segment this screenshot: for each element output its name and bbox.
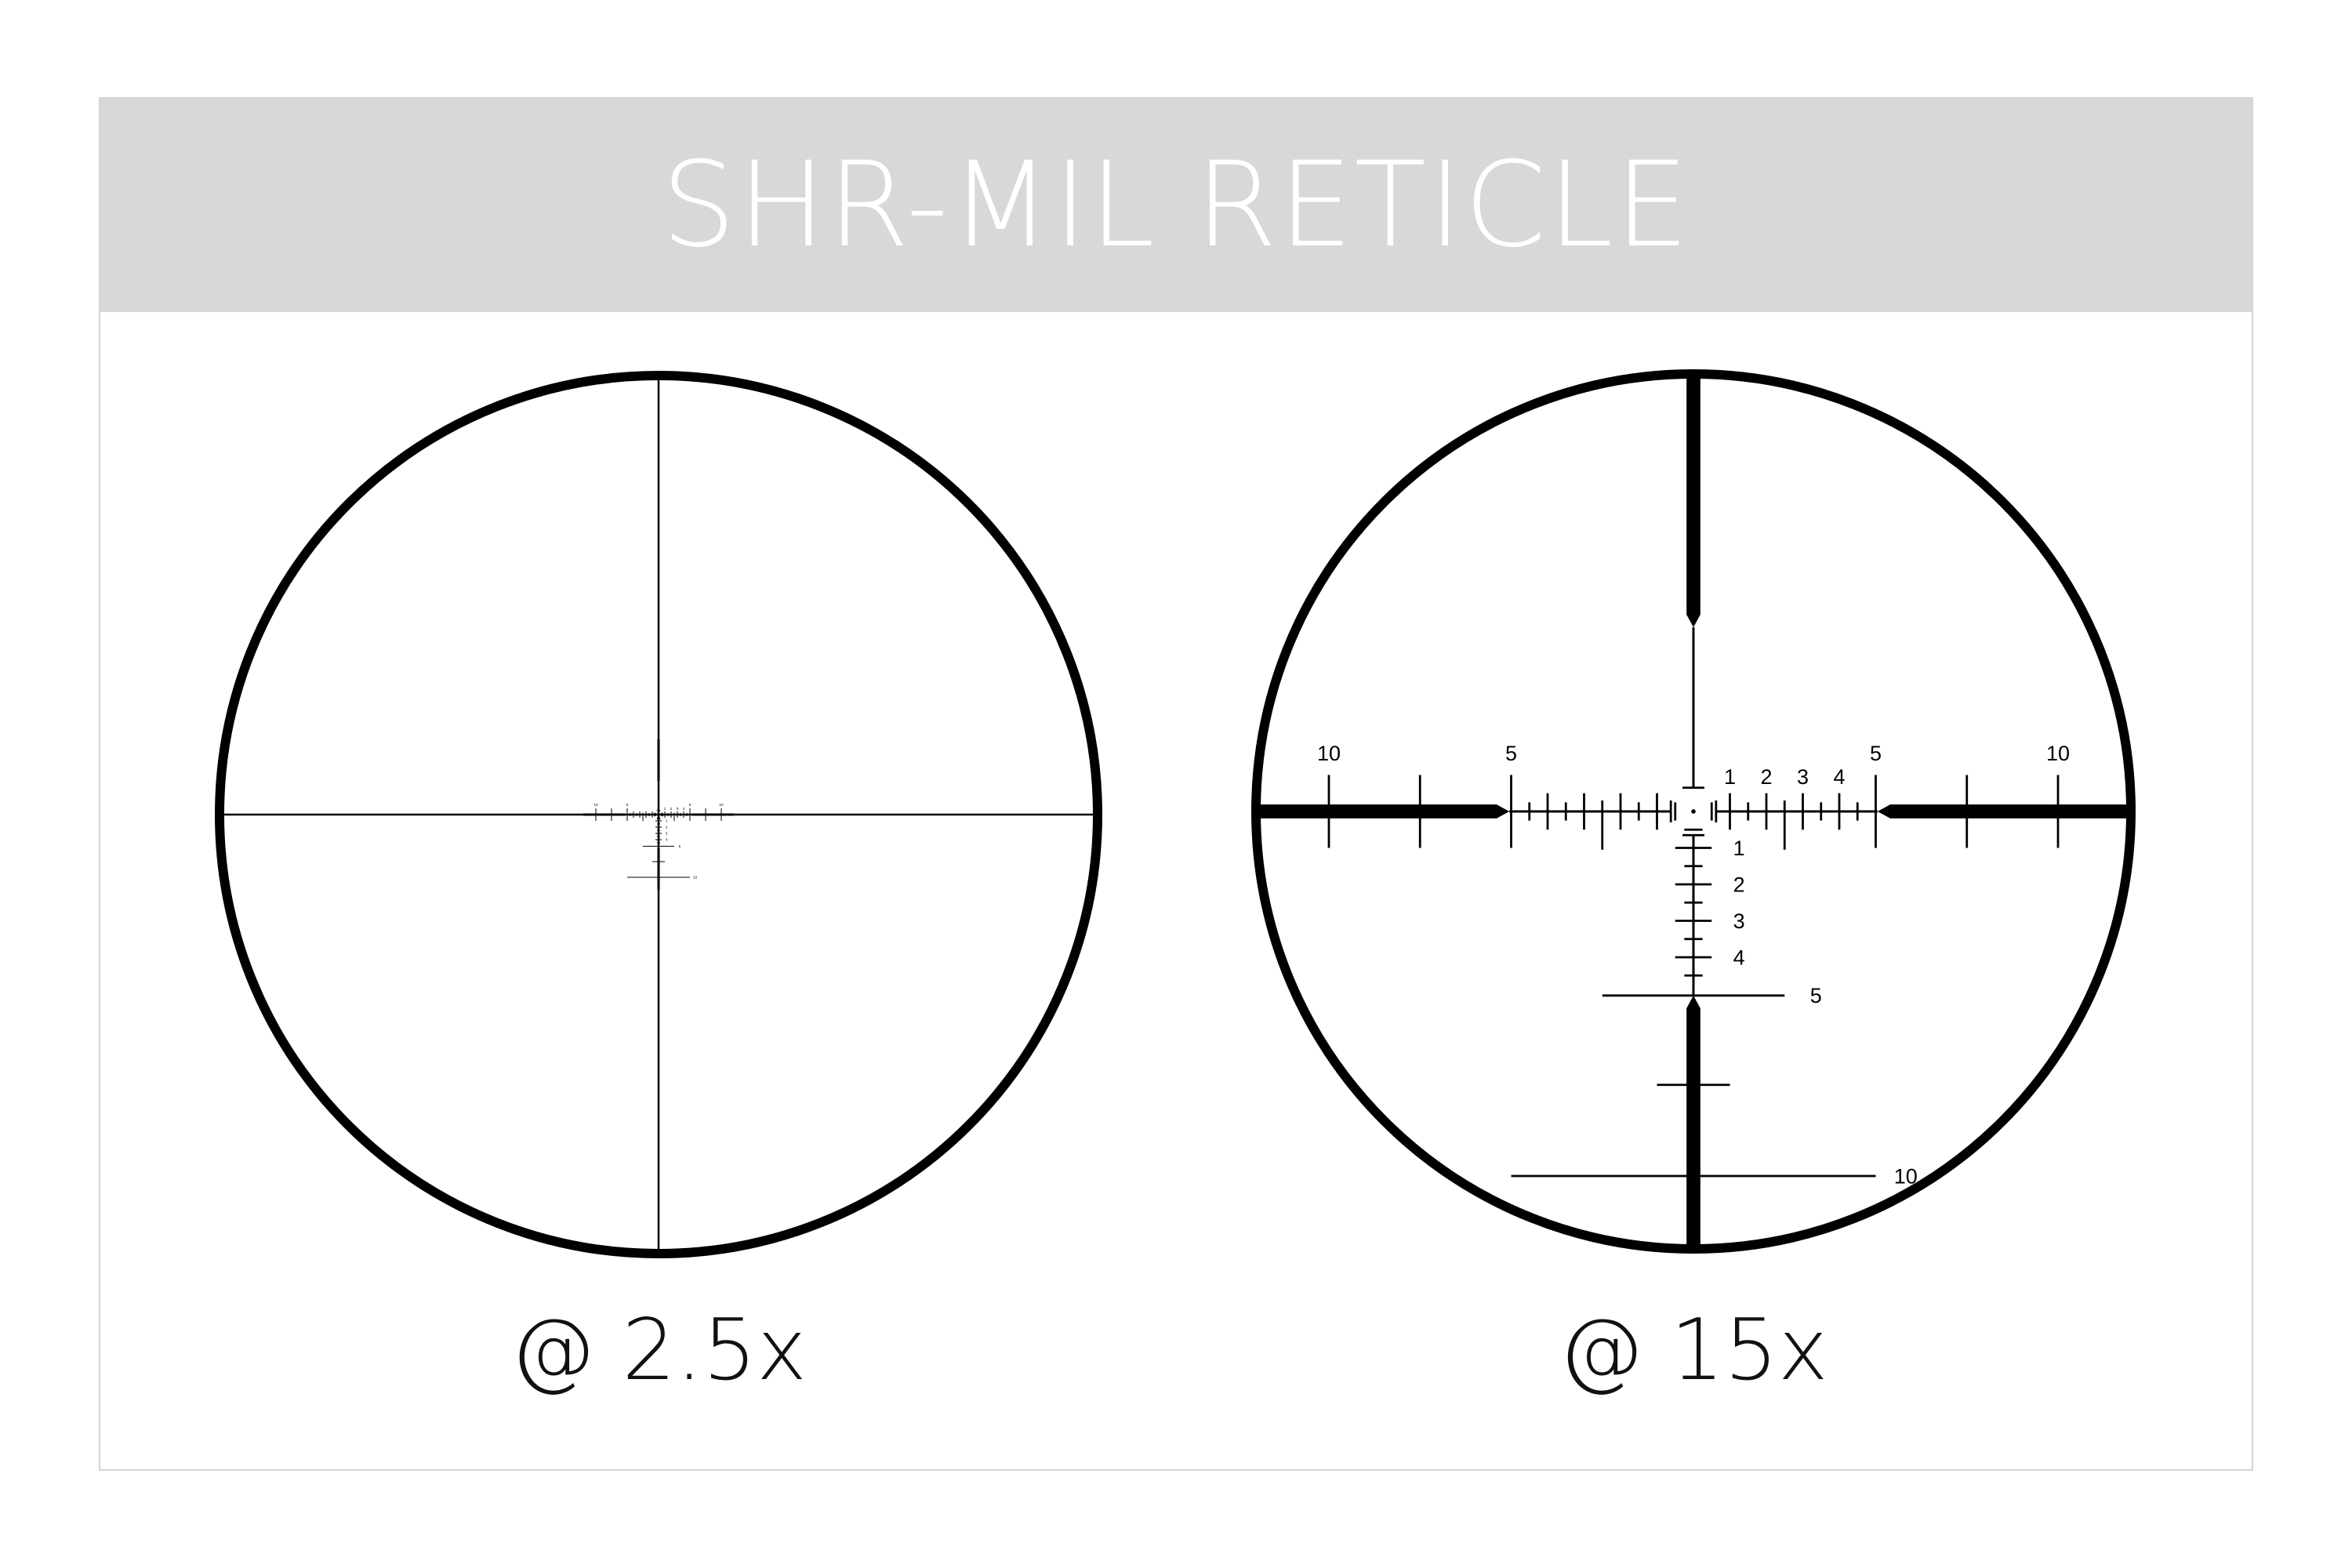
label-vertical-2: 2 xyxy=(666,826,668,829)
label-right-4: 4 xyxy=(1834,765,1846,789)
label-vertical-4: 4 xyxy=(666,838,668,842)
label-right-2: 2 xyxy=(1761,765,1773,789)
scope-ring xyxy=(215,371,1102,1258)
center-dot xyxy=(658,814,659,815)
page-title: SHR-MIL RETICLE xyxy=(661,137,1691,274)
post-top xyxy=(657,739,660,783)
label-right-1: 1 xyxy=(1724,765,1736,789)
label-left-10: 10 xyxy=(593,803,598,807)
header-bar: SHR-MIL RETICLE xyxy=(100,99,2252,312)
label-vertical-1: 1 xyxy=(1733,837,1745,860)
label-left-5: 5 xyxy=(1505,742,1517,765)
caption-low-magnification: @ 2.5x xyxy=(510,1301,807,1399)
post-top xyxy=(1686,374,1700,628)
label-vertical-3: 3 xyxy=(1733,909,1745,933)
label-left-5: 5 xyxy=(626,803,629,807)
label-vertical-10: 10 xyxy=(1894,1164,1918,1188)
label-right-5: 5 xyxy=(1870,742,1882,765)
label-right-10: 10 xyxy=(2046,742,2070,765)
post-right xyxy=(690,813,734,816)
label-vertical-10: 10 xyxy=(693,876,698,880)
scope-ring xyxy=(1251,369,2136,1254)
label-right-3: 3 xyxy=(677,807,679,811)
label-left-10: 10 xyxy=(1317,742,1341,765)
label-right-1: 1 xyxy=(664,807,666,811)
label-vertical-5: 5 xyxy=(679,844,681,848)
post-left xyxy=(583,813,627,816)
label-right-3: 3 xyxy=(1797,765,1809,789)
label-vertical-2: 2 xyxy=(1733,873,1745,896)
post-bottom xyxy=(657,846,660,890)
label-right-10: 10 xyxy=(719,803,724,807)
reticle-panel: SHR-MIL RETICLE xyxy=(99,97,2253,1471)
post-left xyxy=(1256,804,1510,818)
label-right-5: 5 xyxy=(689,803,691,807)
label-right-4: 4 xyxy=(683,807,685,811)
caption-high-magnification: @ 15x xyxy=(1559,1301,1828,1399)
label-vertical-1: 1 xyxy=(666,819,668,823)
center-dot xyxy=(1691,809,1696,814)
label-right-2: 2 xyxy=(670,807,673,811)
label-vertical-4: 4 xyxy=(1733,946,1745,969)
post-right xyxy=(1877,804,2131,818)
post-bottom xyxy=(1686,995,1700,1249)
label-vertical-5: 5 xyxy=(1810,984,1822,1007)
label-vertical-3: 3 xyxy=(666,832,668,836)
